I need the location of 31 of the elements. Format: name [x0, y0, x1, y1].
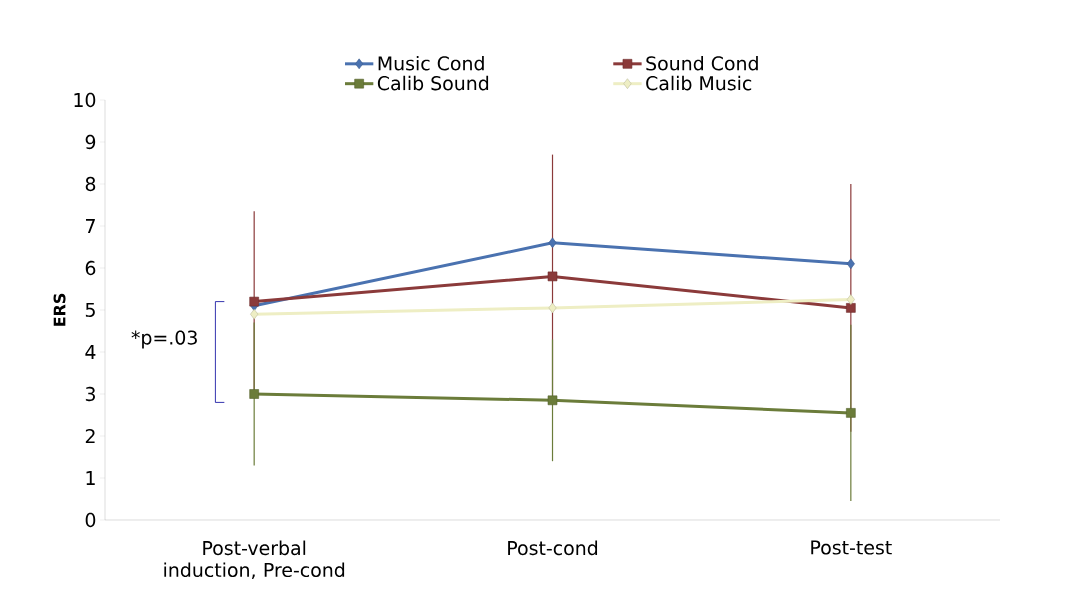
y-tick-label: 0: [85, 512, 96, 528]
x-tick-label: Post-cond: [508, 540, 598, 556]
y-tick-label: 1: [86, 471, 95, 485]
point: [249, 296, 259, 307]
y-axis-title: ERS: [53, 293, 66, 326]
y-tick-label: 2: [85, 428, 95, 444]
legend-label: Calib Sound: [377, 75, 489, 91]
point: [249, 389, 259, 399]
point: [548, 302, 557, 314]
legend-label: Sound Cond: [646, 55, 758, 71]
point: [846, 258, 855, 270]
y-tick-label: 3: [85, 386, 95, 402]
y-tick-label: 10: [74, 92, 96, 108]
point: [250, 308, 259, 320]
y-tick-label: 5: [85, 302, 95, 318]
point: [547, 271, 558, 282]
y-tick-label: 4: [85, 345, 96, 359]
point: [846, 303, 856, 313]
point: [846, 294, 855, 305]
y-tick-label: 8: [85, 176, 96, 192]
point: [548, 237, 557, 249]
legend-label: Calib Music: [646, 75, 752, 91]
y-tick-label: 6: [85, 260, 96, 276]
x-tick-label: Post-verbal induction, Pre-cond: [164, 540, 345, 580]
point: [846, 408, 856, 418]
point: [547, 395, 558, 406]
y-tick-label: 9: [85, 134, 96, 150]
annotation: *p=.03: [131, 330, 197, 349]
legend-label: Music Cond: [378, 55, 484, 71]
x-tick-label: Post-test: [811, 540, 892, 555]
y-tick-label: 7: [85, 219, 95, 233]
